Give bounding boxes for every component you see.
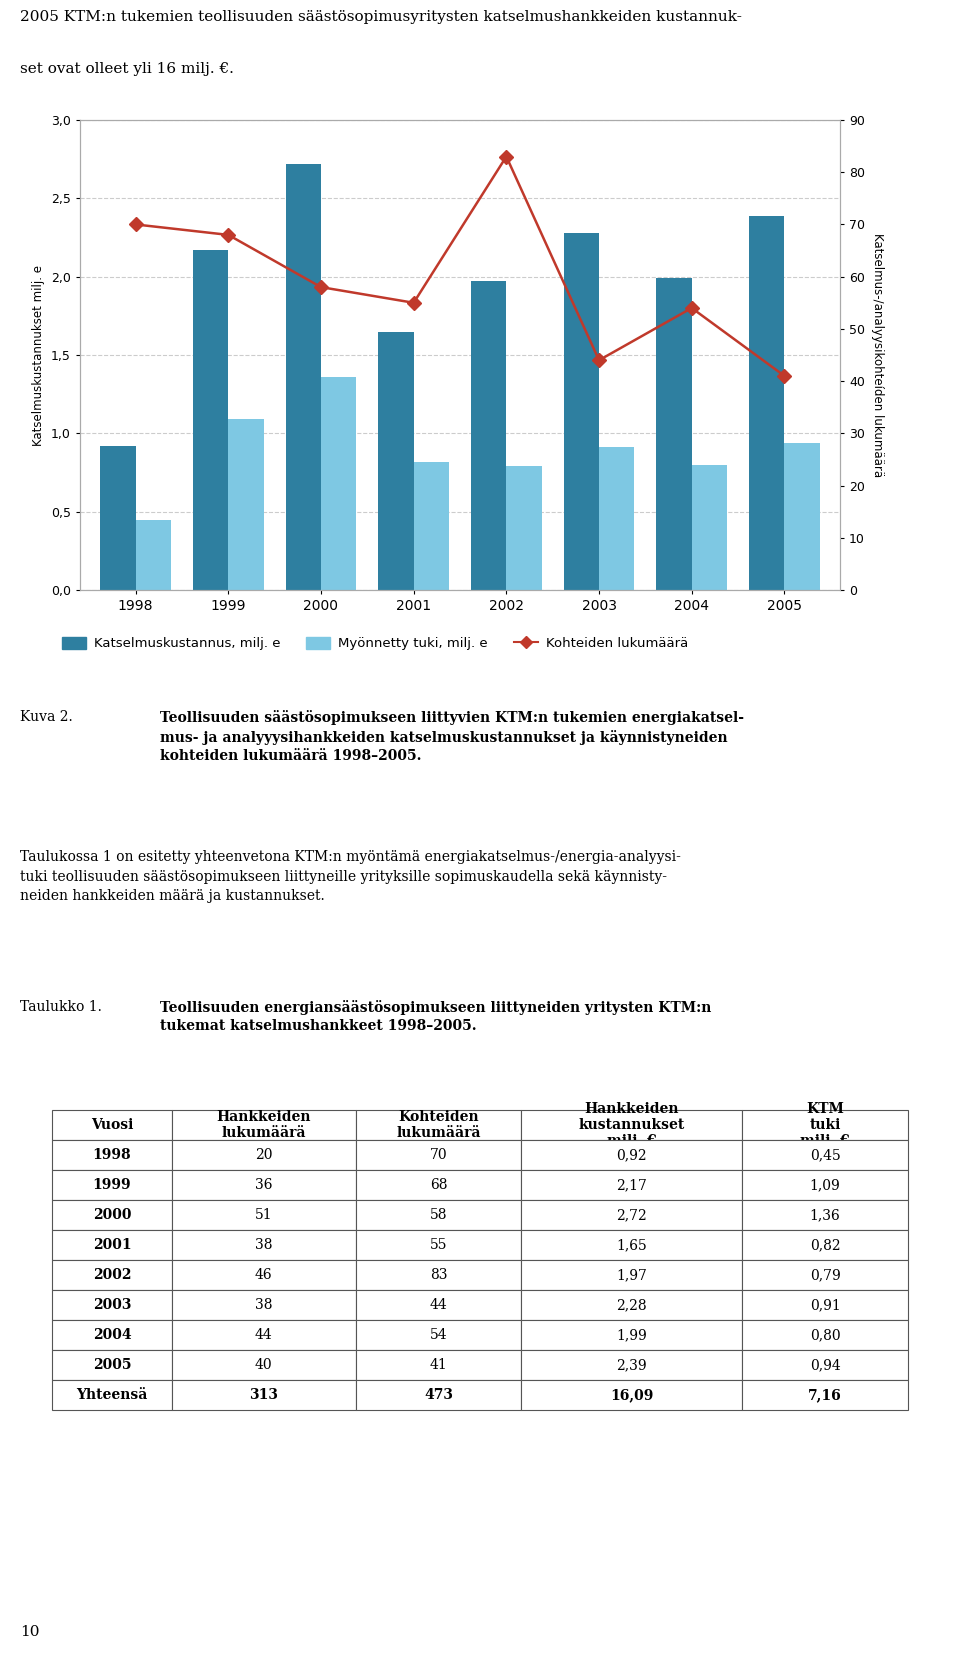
Text: Taulukko 1.: Taulukko 1. xyxy=(20,1000,102,1013)
Bar xyxy=(414,462,449,590)
Text: Teollisuuden energiansäästösopimukseen liittyneiden yritysten KTM:n
tukemat kats: Teollisuuden energiansäästösopimukseen l… xyxy=(159,1000,710,1033)
Bar xyxy=(692,465,727,590)
Text: 2005 KTM:n tukemien teollisuuden säästösopimusyritysten katselmushankkeiden kust: 2005 KTM:n tukemien teollisuuden säästös… xyxy=(20,10,742,23)
Bar xyxy=(378,332,414,590)
Bar xyxy=(749,216,784,590)
Bar xyxy=(321,377,356,590)
Bar xyxy=(564,233,599,590)
Bar xyxy=(506,467,541,590)
Bar xyxy=(471,281,506,590)
Bar xyxy=(135,520,171,590)
Text: Taulukossa 1 on esitetty yhteenvetona KTM:n myöntämä energiakatselmus-/energia-a: Taulukossa 1 on esitetty yhteenvetona KT… xyxy=(20,850,681,904)
Y-axis label: Katselmus-/analyysikohteíden lukumäärä: Katselmus-/analyysikohteíden lukumäärä xyxy=(871,233,883,477)
Bar xyxy=(784,443,820,590)
Bar xyxy=(599,447,635,590)
Legend: Katselmuskustannus, milj. e, Myönnetty tuki, milj. e, Kohteiden lukumäärä: Katselmuskustannus, milj. e, Myönnetty t… xyxy=(57,631,693,656)
Text: 10: 10 xyxy=(20,1626,39,1639)
Bar xyxy=(657,279,692,590)
Bar xyxy=(286,164,321,590)
Y-axis label: Katselmuskustannukset milj. e: Katselmuskustannukset milj. e xyxy=(33,264,45,445)
Bar xyxy=(228,419,263,590)
Text: Kuva 2.: Kuva 2. xyxy=(20,709,73,724)
Bar xyxy=(193,251,228,590)
Text: set ovat olleet yli 16 milj. €.: set ovat olleet yli 16 milj. €. xyxy=(20,61,234,76)
Bar xyxy=(101,445,135,590)
Text: Teollisuuden säästösopimukseen liittyvien KTM:n tukemien energiakatsel-
mus- ja : Teollisuuden säästösopimukseen liittyvie… xyxy=(159,709,743,762)
